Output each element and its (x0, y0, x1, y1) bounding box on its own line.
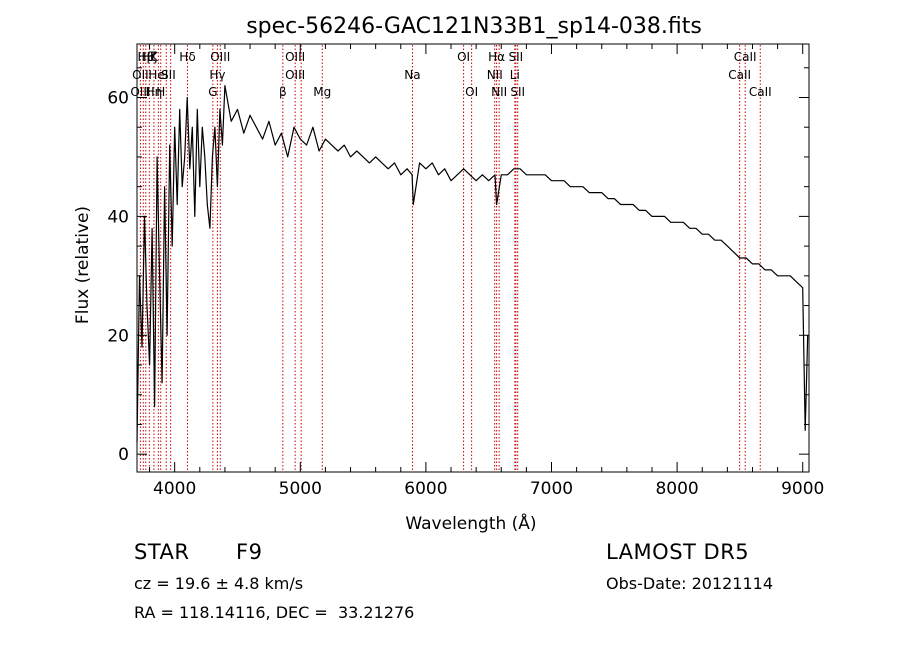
coordinates: RA = 118.14116, DEC = 33.21276 (134, 603, 415, 622)
y-tick-label: 0 (118, 445, 129, 465)
spectral-line-label: Hζ (142, 50, 158, 64)
spectral-line-label: Hη (146, 85, 163, 99)
spectral-line-label: OIII (285, 68, 305, 82)
plot-frame (136, 43, 810, 473)
spectral-line-label: CaII (734, 50, 757, 64)
spectral-line-label: Li (510, 68, 520, 82)
x-tick-label: 4000 (153, 479, 196, 499)
object-subclass: F9 (236, 540, 263, 564)
chart-title: spec-56246-GAC121N33B1_sp14-038.fits (246, 14, 702, 39)
spectral-line-label: Hβ (137, 50, 154, 64)
spectral-line-label: Mg (313, 85, 331, 99)
spectrum-line (136, 84, 809, 443)
spectral-line-label: Hα (488, 50, 505, 64)
x-tick-label: 7000 (530, 479, 573, 499)
spectral-line-label: H (156, 85, 165, 99)
x-tick-label: 9000 (781, 479, 824, 499)
y-axis-label: Flux (relative) (73, 206, 93, 324)
y-axis: 0 20 40 60 (107, 67, 809, 465)
spectral-line-label: K (150, 50, 159, 64)
spectral-line-label: NII (487, 68, 503, 82)
spectral-line-label: OIII (130, 85, 150, 99)
x-tick-label: 6000 (404, 479, 447, 499)
spectral-line-label: CaII (728, 68, 751, 82)
spectral-line-label: Hγ (209, 68, 225, 82)
survey-name: LAMOST DR5 (606, 540, 750, 564)
spectral-line-label: β (279, 85, 287, 99)
object-class: STAR (134, 540, 190, 564)
spectral-line-label: NII (491, 85, 507, 99)
observation-date: Obs-Date: 20121114 (606, 574, 774, 593)
redshift-velocity: cz = 19.6 ± 4.8 km/s (134, 574, 304, 593)
x-tick-label: 8000 (655, 479, 698, 499)
spectral-line-label: G (208, 85, 217, 99)
spectral-line-label: OIII (285, 50, 305, 64)
y-tick-label: 60 (107, 89, 129, 109)
x-axis: 4000 5000 6000 7000 8000 9000 (149, 44, 824, 499)
spectrum-chart: spec-56246-GAC121N33B1_sp14-038.fits 400… (73, 14, 824, 534)
spectral-line-label: SII (508, 50, 523, 64)
x-axis-label: Wavelength (Å) (405, 512, 536, 534)
spectral-line-label: OII (132, 68, 149, 82)
y-tick-label: 40 (107, 207, 129, 227)
spectral-line-label: OI (457, 50, 470, 64)
spectral-line-markers (139, 45, 761, 471)
spectral-line-label: SII (510, 85, 525, 99)
spectrum-series (136, 84, 809, 443)
spectral-line-label: Hδ (179, 50, 195, 64)
spectral-line-label: SII (161, 68, 176, 82)
spectral-line-label: OIII (210, 50, 230, 64)
y-tick-label: 20 (107, 326, 129, 346)
spectral-line-label: Na (404, 68, 420, 82)
spectral-line-label: HeI (148, 68, 168, 82)
x-tick-label: 5000 (279, 479, 322, 499)
spectral-line-label: OI (465, 85, 478, 99)
spectral-line-label: CaII (749, 85, 772, 99)
